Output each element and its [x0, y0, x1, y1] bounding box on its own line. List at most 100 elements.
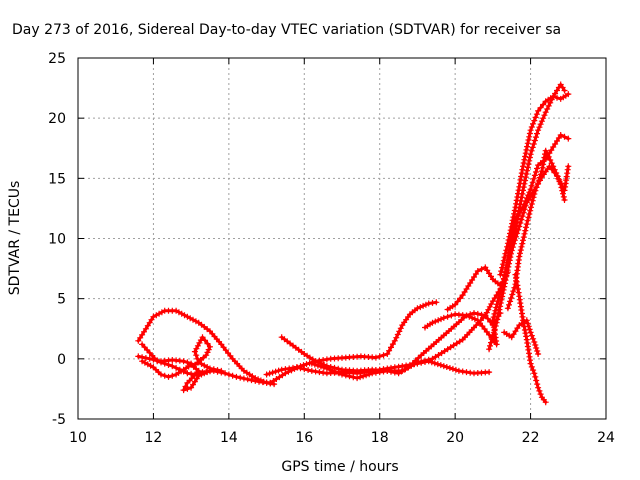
data-point-marker — [233, 373, 240, 380]
data-point-marker — [524, 340, 531, 346]
data-point-marker — [535, 384, 542, 391]
data-point-marker — [435, 352, 442, 358]
data-point-marker — [491, 310, 498, 317]
data-point-marker — [478, 311, 485, 318]
data-point-marker — [530, 194, 537, 201]
data-point-marker — [503, 273, 510, 280]
data-point-marker — [533, 184, 540, 191]
data-point-marker — [434, 361, 441, 368]
series-track-4 — [135, 334, 225, 374]
data-point-marker — [222, 370, 229, 377]
data-point-marker — [510, 214, 517, 221]
data-point-marker — [563, 177, 570, 184]
series-track-8 — [308, 269, 511, 382]
x-tick-label: 14 — [220, 430, 238, 446]
data-point-marker — [540, 101, 547, 108]
data-point-marker — [448, 312, 455, 319]
data-point-marker — [486, 369, 493, 376]
data-point-marker — [452, 301, 459, 308]
data-point-marker — [534, 181, 541, 188]
x-tick-label: 16 — [295, 430, 313, 446]
data-point-marker — [432, 318, 439, 325]
data-point-marker — [565, 135, 572, 142]
data-point-marker — [139, 354, 146, 361]
data-point-marker — [544, 106, 551, 112]
data-point-marker — [180, 387, 187, 394]
data-point-marker — [528, 124, 535, 130]
data-point-marker — [449, 365, 456, 372]
data-point-marker — [399, 367, 406, 374]
data-point-marker — [520, 163, 526, 170]
data-point-marker — [478, 266, 485, 273]
data-point-marker — [154, 357, 161, 364]
data-point-marker — [533, 377, 540, 384]
data-point-marker — [508, 223, 515, 230]
data-point-marker — [422, 301, 429, 308]
data-point-marker — [252, 377, 259, 384]
data-point-marker — [519, 240, 526, 247]
data-point-marker — [210, 366, 217, 373]
data-point-marker — [184, 359, 191, 366]
data-point-marker — [437, 362, 444, 369]
data-point-marker — [444, 313, 451, 320]
data-point-marker — [522, 153, 529, 160]
data-point-marker — [538, 118, 545, 125]
y-tick-label: 15 — [48, 171, 66, 187]
data-point-marker — [503, 247, 510, 254]
series-track-12 — [504, 147, 572, 312]
data-point-marker — [198, 371, 205, 378]
data-point-marker — [515, 187, 522, 194]
data-point-marker — [527, 360, 534, 367]
data-point-marker — [180, 358, 187, 365]
data-point-marker — [545, 153, 552, 160]
grid — [78, 58, 606, 419]
data-point-marker — [466, 313, 473, 320]
data-point-marker — [489, 317, 496, 324]
data-point-marker — [524, 164, 531, 171]
data-point-marker — [530, 120, 537, 127]
data-point-marker — [497, 271, 504, 278]
series-track-7 — [263, 358, 493, 378]
data-point-marker — [514, 230, 521, 237]
data-point-marker — [548, 160, 555, 167]
data-point-marker — [218, 367, 225, 374]
data-point-marker — [354, 375, 361, 382]
x-tick-label: 10 — [69, 430, 87, 446]
data-point-marker — [516, 223, 523, 230]
data-point-marker — [557, 132, 564, 138]
data-point-marker — [504, 243, 511, 250]
data-point-marker — [506, 233, 513, 240]
data-point-marker — [507, 227, 514, 234]
data-point-marker — [529, 197, 536, 204]
data-point-marker — [556, 176, 563, 183]
data-point-marker — [517, 220, 524, 226]
data-point-marker — [517, 250, 523, 257]
data-point-marker — [509, 244, 516, 251]
data-point-marker — [366, 371, 373, 378]
data-point-marker — [507, 254, 514, 261]
data-point-marker — [499, 293, 506, 300]
series-track-10 — [422, 81, 568, 348]
data-point-marker — [527, 151, 534, 158]
data-point-marker — [205, 346, 212, 353]
data-point-marker — [204, 340, 211, 347]
data-point-marker — [516, 204, 523, 211]
data-point-marker — [474, 268, 481, 274]
data-point-marker — [515, 226, 522, 233]
data-point-marker — [418, 358, 425, 365]
data-point-marker — [188, 360, 195, 367]
data-point-marker — [515, 211, 522, 218]
data-point-marker — [393, 334, 400, 341]
data-point-marker — [535, 351, 542, 357]
data-point-marker — [499, 264, 506, 271]
data-point-marker — [363, 372, 370, 379]
data-point-marker — [496, 306, 503, 313]
data-point-marker — [329, 367, 336, 374]
series-track-15 — [501, 317, 542, 357]
data-point-marker — [394, 331, 401, 338]
data-point-marker — [516, 253, 523, 260]
data-point-marker — [303, 361, 310, 368]
data-point-marker — [503, 270, 510, 277]
data-point-marker — [463, 312, 470, 319]
